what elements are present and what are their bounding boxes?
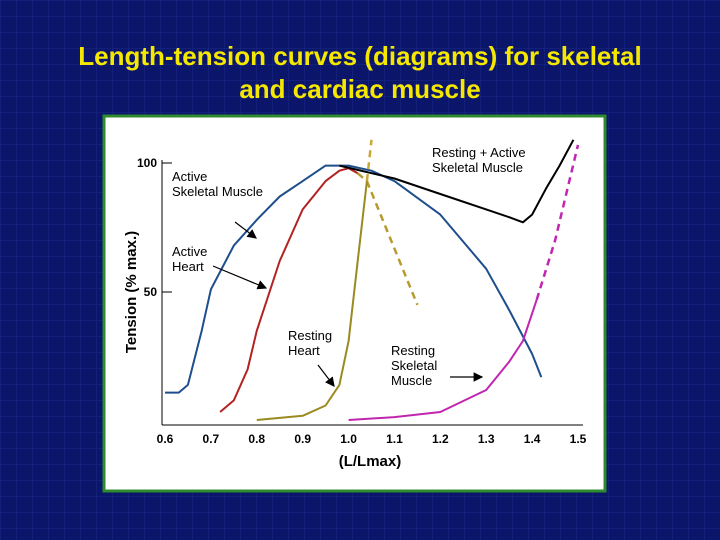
curve-label: Skeletal Muscle bbox=[432, 160, 523, 175]
y-axis-label: Tension (% max.) bbox=[123, 231, 140, 353]
curve-label: Heart bbox=[172, 259, 204, 274]
curve-label: Skeletal Muscle bbox=[172, 184, 263, 199]
line bbox=[219, 167, 359, 413]
line bbox=[256, 180, 368, 421]
curve-label: Muscle bbox=[391, 373, 432, 388]
x-tick-label: 0.6 bbox=[157, 432, 174, 446]
x-tick-label: 0.9 bbox=[294, 432, 311, 446]
arrow bbox=[234, 221, 257, 239]
curve-label: Resting + Active bbox=[432, 145, 526, 160]
x-tick-label: 1.4 bbox=[524, 432, 541, 446]
curve-label: Active bbox=[172, 244, 207, 259]
chart-panel bbox=[102, 114, 607, 493]
dashed-line bbox=[535, 144, 580, 301]
x-tick-label: 1.3 bbox=[478, 432, 495, 446]
x-tick-label: 0.8 bbox=[248, 432, 265, 446]
arrow bbox=[212, 265, 268, 290]
line bbox=[339, 139, 575, 224]
curve-label: Resting bbox=[391, 343, 435, 358]
x-axis-label: (L/Lmax) bbox=[339, 453, 402, 470]
curve-label: Heart bbox=[288, 343, 320, 358]
x-tick-label: 1.5 bbox=[570, 432, 587, 446]
y-tick-label: 50 bbox=[144, 285, 158, 299]
curve-label: Active bbox=[172, 169, 207, 184]
arrow bbox=[317, 364, 335, 387]
x-tick-label: 1.1 bbox=[386, 432, 403, 446]
slide-title: Length-tension curves (diagrams) for ske… bbox=[78, 41, 642, 104]
x-tick-label: 1.0 bbox=[340, 432, 357, 446]
curve-label: Resting bbox=[288, 328, 332, 343]
line bbox=[348, 299, 538, 421]
x-tick-label: 0.7 bbox=[203, 432, 220, 446]
line bbox=[165, 164, 543, 394]
x-tick-label: 1.2 bbox=[432, 432, 449, 446]
y-tick-label: 100 bbox=[137, 156, 157, 170]
curve-label: Skeletal bbox=[391, 358, 437, 373]
dashed-line bbox=[365, 139, 373, 182]
